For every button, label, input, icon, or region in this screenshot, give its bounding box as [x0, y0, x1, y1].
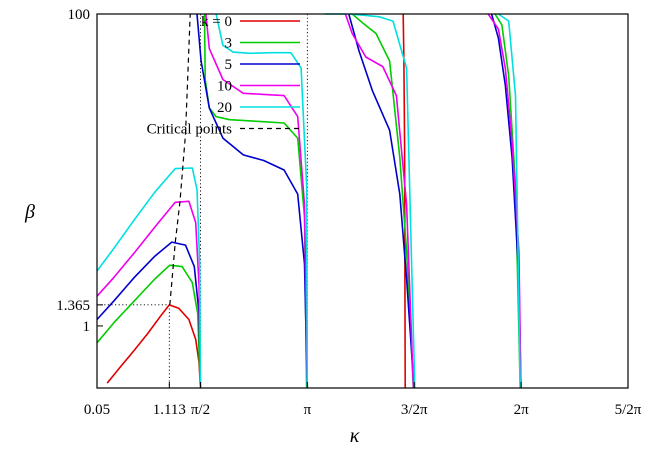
reference-lines [97, 14, 308, 388]
series-3-branch-0 [96, 200, 202, 389]
y-tick-label-1: 1.365 [56, 298, 90, 314]
series-4-branch-4 [497, 13, 521, 389]
series-5-branch-0 [169, 13, 191, 305]
legend-label-1: 3 [225, 36, 233, 52]
series-2-branch-2 [348, 13, 415, 389]
y-axis-label: β [24, 201, 35, 223]
series-3-branch-2 [344, 13, 415, 389]
legend: k = 0 3 5 10 20 Critical points [147, 14, 300, 138]
x-tick-label-6: 5/2π [615, 402, 642, 418]
y-tick-label-2: 100 [68, 7, 91, 23]
series-layer [96, 13, 522, 389]
legend-label-5: Critical points [147, 122, 233, 138]
series-4-branch-1 [215, 13, 309, 389]
plot-frame [96, 13, 629, 389]
x-tick-label-0: 0.05 [84, 402, 110, 418]
legend-label-3: 10 [217, 79, 232, 95]
legend-label-2: 5 [225, 57, 233, 73]
series-2-branch-0 [96, 241, 202, 389]
series-3-branch-1 [205, 13, 309, 389]
axis-ticks: 0.05 1.113 π/2 π 3/2π 2π 5/2π 1 1.365 100 [56, 7, 642, 418]
series-1-branch-1 [203, 13, 308, 389]
x-tick-label-4: 3/2π [401, 402, 428, 418]
series-0-branch-0 [106, 304, 202, 389]
legend-label-4: 20 [217, 100, 232, 116]
x-tick-label-1: 1.113 [153, 402, 186, 418]
x-tick-label-3: π [304, 402, 312, 418]
series-4-branch-3 [348, 13, 416, 389]
x-tick-label-5: 2π [514, 402, 530, 418]
series-3-branch-3 [487, 13, 522, 389]
legend-label-0: k = 0 [201, 14, 232, 30]
x-axis-label: κ [350, 425, 360, 447]
y-tick-label-0: 1 [83, 319, 91, 335]
series-4-branch-0 [96, 167, 202, 389]
series-1-branch-0 [96, 264, 202, 389]
x-tick-label-2: π/2 [191, 402, 210, 418]
series-1-branch-2 [351, 13, 415, 389]
series-2-branch-1 [196, 13, 309, 389]
